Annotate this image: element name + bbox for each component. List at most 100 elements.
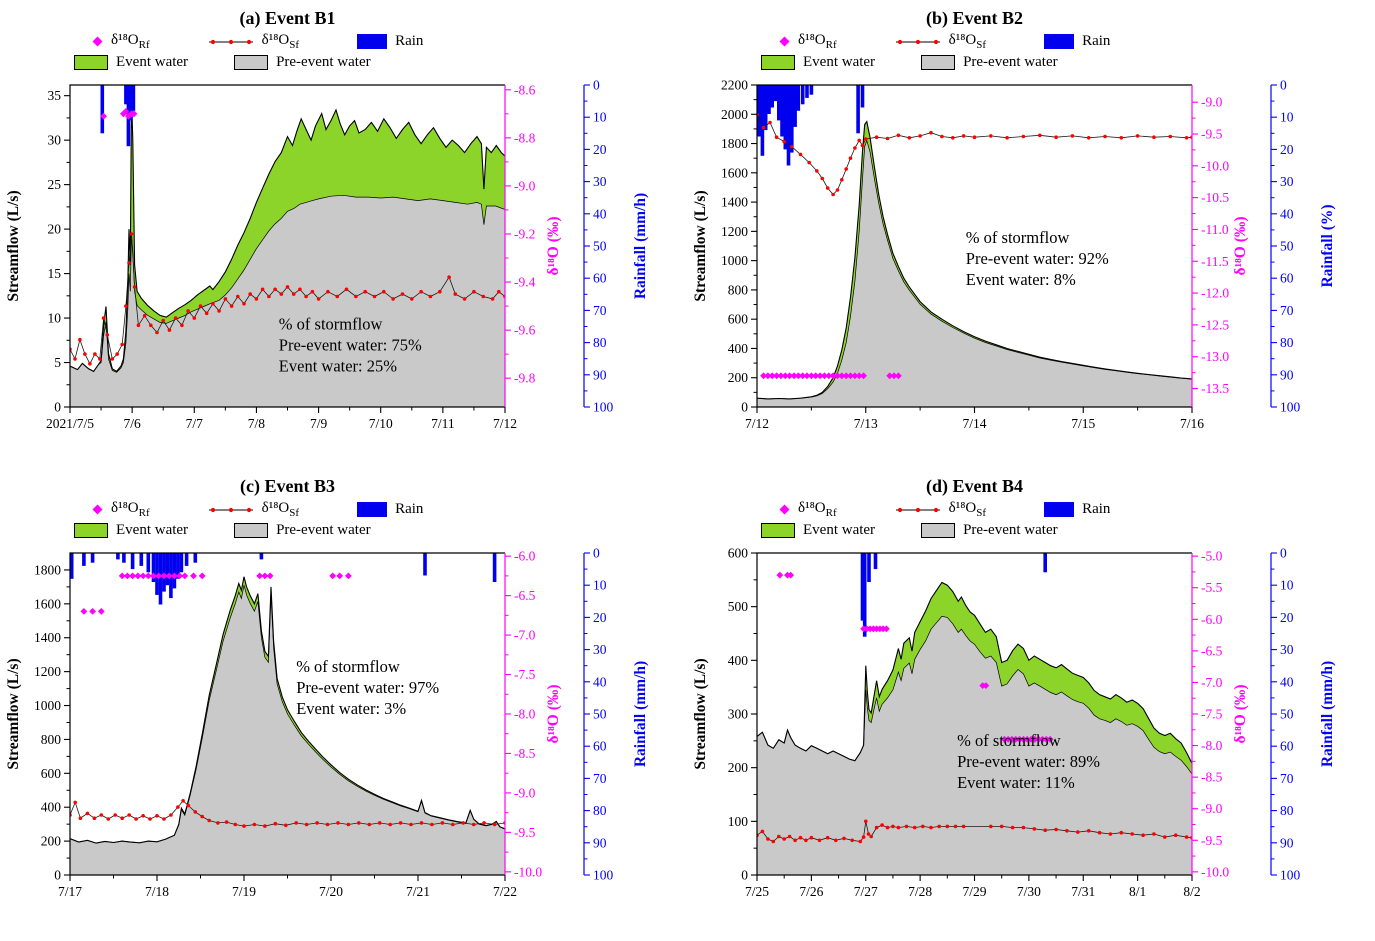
rain-swatch-icon	[1044, 34, 1075, 49]
svg-text:7/10: 7/10	[369, 416, 393, 431]
svg-text:500: 500	[728, 599, 749, 614]
svg-text:Event water: 25%: Event water: 25%	[279, 357, 397, 376]
svg-text:1400: 1400	[34, 630, 61, 645]
svg-text:8/1: 8/1	[1129, 884, 1146, 899]
svg-text:20: 20	[1280, 142, 1294, 157]
legend-item-stream-isotope: δ¹⁸OSf	[895, 32, 986, 51]
legend-item-pre-event-water: Pre-event water	[921, 54, 1058, 71]
legend-label-rain: Rain	[1082, 501, 1111, 517]
pre-event-water-swatch-icon	[921, 523, 956, 538]
legend-label-rf-base: δ¹⁸O	[798, 500, 826, 516]
svg-text:7/14: 7/14	[962, 416, 986, 431]
svg-text:7/13: 7/13	[854, 416, 878, 431]
svg-text:1800: 1800	[34, 562, 61, 577]
svg-text:800: 800	[728, 282, 749, 297]
rain-swatch-icon	[357, 502, 388, 517]
svg-text:-6.0: -6.0	[514, 549, 536, 564]
svg-text:2200: 2200	[721, 78, 748, 93]
event-water-swatch-icon	[761, 523, 795, 538]
diamond-icon	[92, 36, 103, 47]
legend-label-rf-base: δ¹⁸O	[111, 500, 139, 516]
svg-text:7/12: 7/12	[745, 416, 769, 431]
svg-text:Rainfall (%): Rainfall (%)	[1319, 204, 1336, 287]
svg-text:-8.5: -8.5	[1201, 770, 1223, 785]
legend-label-event: Event water	[803, 522, 876, 538]
svg-text:400: 400	[728, 653, 749, 668]
pre-event-water-swatch-icon	[234, 523, 269, 538]
svg-text:50: 50	[1280, 707, 1294, 722]
rain-swatch-icon	[357, 34, 388, 49]
svg-text:-8.5: -8.5	[514, 746, 536, 761]
svg-text:0: 0	[54, 868, 61, 883]
svg-text:35: 35	[48, 88, 62, 103]
svg-text:60: 60	[593, 739, 607, 754]
svg-text:20: 20	[48, 222, 62, 237]
legend-label-pre-event: Pre-event water	[276, 54, 371, 70]
legend-item-rain: Rain	[357, 33, 423, 50]
svg-text:40: 40	[1280, 206, 1294, 221]
panel-b: (b) Event B2 δ¹⁸ORf δ¹⁸OSf Rain	[687, 4, 1374, 472]
svg-text:% of stormflow: % of stormflow	[957, 731, 1061, 750]
svg-text:30: 30	[1280, 642, 1294, 657]
svg-text:30: 30	[48, 133, 62, 148]
svg-text:7/11: 7/11	[431, 416, 455, 431]
svg-text:1000: 1000	[34, 698, 61, 713]
svg-text:7/19: 7/19	[232, 884, 256, 899]
panel-d: (d) Event B4 δ¹⁸ORf δ¹⁸OSf Rain	[687, 472, 1374, 940]
legend-label-sf-base: δ¹⁸O	[261, 500, 290, 516]
panel-a: (a) Event B1 δ¹⁸ORf δ¹⁸OSf Rain	[0, 4, 687, 472]
svg-text:7/22: 7/22	[493, 884, 517, 899]
diamond-icon	[779, 36, 790, 47]
svg-text:-13.5: -13.5	[1201, 381, 1229, 396]
svg-text:7/25: 7/25	[745, 884, 769, 899]
legend-label-sf-sub: Sf	[976, 39, 987, 51]
svg-text:Pre-event water: 89%: Pre-event water: 89%	[957, 752, 1100, 771]
svg-text:200: 200	[728, 370, 749, 385]
legend-item-rain-isotope: δ¹⁸ORf	[92, 500, 150, 519]
legend-label-rf-base: δ¹⁸O	[111, 32, 139, 48]
svg-text:-9.5: -9.5	[514, 825, 536, 840]
svg-text:Event water: 8%: Event water: 8%	[966, 270, 1076, 289]
panel-b-legend: δ¹⁸ORf δ¹⁸OSf Rain Event water	[687, 32, 1374, 71]
svg-text:30: 30	[593, 174, 607, 189]
svg-text:80: 80	[1280, 803, 1294, 818]
legend-label-sf-sub: Sf	[289, 39, 300, 51]
svg-text:100: 100	[1280, 400, 1301, 415]
legend-item-rain-isotope: δ¹⁸ORf	[92, 32, 150, 51]
legend-label-rain: Rain	[395, 33, 424, 49]
svg-text:-9.2: -9.2	[514, 226, 535, 241]
svg-text:0: 0	[1280, 546, 1287, 561]
legend-item-stream-isotope: δ¹⁸OSf	[208, 32, 299, 51]
legend-label-rf: δ¹⁸ORf	[798, 32, 837, 51]
svg-text:20: 20	[1280, 610, 1294, 625]
rain-swatch-icon	[1044, 502, 1075, 517]
legend-item-pre-event-water: Pre-event water	[234, 54, 371, 71]
legend-label-sf: δ¹⁸OSf	[949, 32, 986, 51]
svg-text:7/21: 7/21	[406, 884, 430, 899]
svg-text:-10.0: -10.0	[514, 864, 542, 879]
svg-text:70: 70	[593, 771, 607, 786]
svg-text:90: 90	[593, 835, 607, 850]
svg-text:-5.5: -5.5	[1201, 580, 1223, 595]
panel-b-title: (b) Event B2	[925, 8, 1023, 28]
svg-text:-9.5: -9.5	[1201, 833, 1223, 848]
svg-text:0: 0	[54, 400, 61, 415]
legend-label-rf: δ¹⁸ORf	[111, 32, 150, 51]
svg-text:Event water: 3%: Event water: 3%	[296, 699, 406, 718]
svg-text:-10.0: -10.0	[1201, 864, 1229, 879]
svg-text:-7.0: -7.0	[514, 628, 536, 643]
legend-row-1: δ¹⁸ORf δ¹⁸OSf Rain	[92, 32, 687, 51]
svg-text:0: 0	[593, 546, 600, 561]
svg-text:10: 10	[593, 110, 607, 125]
svg-text:80: 80	[1280, 335, 1294, 350]
svg-text:-6.0: -6.0	[1201, 612, 1223, 627]
legend-item-event-water: Event water	[761, 522, 875, 539]
svg-text:-8.0: -8.0	[514, 707, 536, 722]
svg-text:400: 400	[728, 341, 749, 356]
svg-text:7/12: 7/12	[493, 416, 517, 431]
svg-text:Pre-event water: 75%: Pre-event water: 75%	[279, 336, 422, 355]
legend-item-event-water: Event water	[74, 54, 188, 71]
svg-text:-7.0: -7.0	[1201, 675, 1223, 690]
